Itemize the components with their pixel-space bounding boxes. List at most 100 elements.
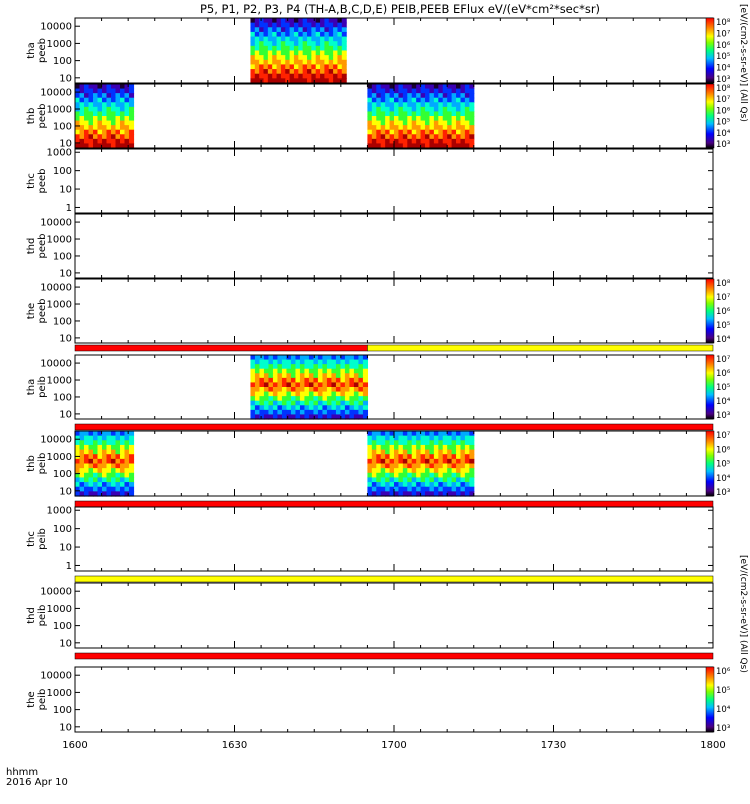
- heatmap-cell: [97, 111, 103, 117]
- heatmap-cell: [299, 382, 306, 388]
- heatmap-cell: [371, 477, 377, 483]
- heatmap-cell: [411, 477, 417, 483]
- heatmap-cell: [389, 468, 395, 474]
- heatmap-cell: [106, 491, 112, 497]
- heatmap-cell: [277, 359, 283, 365]
- heatmap-cell: [442, 102, 448, 108]
- heatmap-cell: [456, 93, 462, 99]
- heatmap-cell: [385, 440, 391, 446]
- heatmap-cell: [433, 97, 439, 103]
- heatmap-cell: [267, 64, 273, 70]
- heatmap-cell: [371, 449, 377, 455]
- heatmap-cell: [464, 88, 470, 94]
- panel-frame: [74, 213, 714, 279]
- heatmap-cell: [376, 93, 382, 99]
- heatmap-cell: [124, 477, 130, 483]
- heatmap-cell: [277, 355, 283, 361]
- date-label: 2016 Apr 10: [6, 777, 68, 788]
- heatmap-cell: [124, 129, 130, 135]
- heatmap-cell: [75, 477, 81, 483]
- heatmap-cell: [88, 97, 94, 103]
- heatmap-cell: [367, 472, 373, 479]
- heatmap-cell: [337, 22, 343, 28]
- heatmap-cell: [119, 458, 126, 465]
- heatmap-cell: [295, 391, 301, 397]
- heatmap-cell: [402, 449, 408, 455]
- heatmap-cell: [320, 45, 325, 52]
- heatmap-cell: [447, 491, 453, 497]
- heatmap-cell: [398, 125, 404, 131]
- heatmap-cell: [394, 454, 400, 460]
- heatmap-cell: [308, 391, 315, 397]
- heatmap-cell: [429, 120, 435, 126]
- heatmap-cell: [124, 88, 130, 94]
- y-axis-label: tha: [26, 42, 37, 58]
- heatmap-cell: [254, 391, 261, 397]
- heatmap-cell: [389, 477, 395, 483]
- heatmap-cell: [407, 116, 413, 122]
- heatmap-cell: [456, 102, 462, 108]
- heatmap-cell: [451, 102, 457, 108]
- heatmap-cell: [416, 440, 422, 446]
- y-tick-label: 1: [66, 561, 72, 572]
- heatmap-cell: [326, 391, 333, 397]
- heatmap-cell: [341, 50, 347, 56]
- heatmap-cell: [371, 491, 377, 497]
- heatmap-cell: [75, 134, 81, 140]
- heatmap-cell: [394, 111, 400, 117]
- heatmap-cell: [259, 73, 265, 79]
- heatmap-cell: [333, 36, 339, 42]
- heatmap-cell: [92, 111, 99, 117]
- heatmap-cell: [254, 373, 261, 379]
- heatmap-cell: [286, 391, 292, 397]
- heatmap-cell: [389, 111, 395, 117]
- heatmap-cell: [263, 69, 269, 75]
- heatmap-cell: [398, 454, 404, 460]
- heatmap-cell: [333, 73, 339, 79]
- heatmap-cell: [259, 396, 265, 402]
- y-tick-label: 100: [53, 705, 72, 716]
- heatmap-cell: [394, 84, 400, 90]
- heatmap-cell: [328, 22, 334, 28]
- heatmap-cell: [88, 102, 94, 108]
- heatmap-cell: [101, 431, 108, 437]
- heatmap-cell: [259, 78, 265, 84]
- heatmap-cell: [106, 129, 112, 135]
- heatmap-cell: [407, 486, 413, 492]
- heatmap-cell: [429, 463, 435, 469]
- heatmap-cell: [340, 414, 346, 420]
- heatmap-cell: [88, 458, 94, 465]
- heatmap-cell: [380, 97, 386, 103]
- heatmap-cell: [358, 373, 364, 379]
- heatmap-cell: [402, 97, 408, 103]
- heatmap-cell: [254, 69, 260, 75]
- y-axis-label: peib: [37, 453, 48, 475]
- heatmap-cell: [289, 41, 295, 47]
- heatmap-cell: [328, 69, 334, 75]
- heatmap-cell: [272, 368, 279, 374]
- heatmap-cell: [442, 472, 448, 479]
- heatmap-cell: [460, 106, 466, 113]
- heatmap-cell: [456, 486, 462, 492]
- heatmap-cell: [106, 458, 112, 465]
- heatmap-cell: [290, 382, 297, 388]
- heatmap-cell: [110, 435, 117, 441]
- panel-frame: [74, 17, 714, 84]
- heatmap-cell: [425, 88, 431, 94]
- y-axis-label: peib: [37, 528, 48, 550]
- heatmap-cell: [380, 143, 386, 149]
- heatmap-cell: [307, 73, 312, 79]
- y-tick-label: 10000: [40, 671, 72, 682]
- heatmap-cell: [298, 36, 304, 42]
- heatmap-cell: [460, 84, 466, 90]
- heatmap-cell: [259, 368, 265, 374]
- heatmap-cell: [75, 468, 81, 474]
- heatmap-cell: [293, 69, 299, 75]
- heatmap-cell: [464, 431, 470, 437]
- heatmap-cell: [349, 409, 355, 416]
- heatmap-cell: [447, 449, 453, 455]
- heatmap-cell: [280, 31, 286, 38]
- heatmap-cell: [115, 472, 121, 479]
- heatmap-cell: [267, 36, 273, 42]
- heatmap-cell: [460, 143, 466, 149]
